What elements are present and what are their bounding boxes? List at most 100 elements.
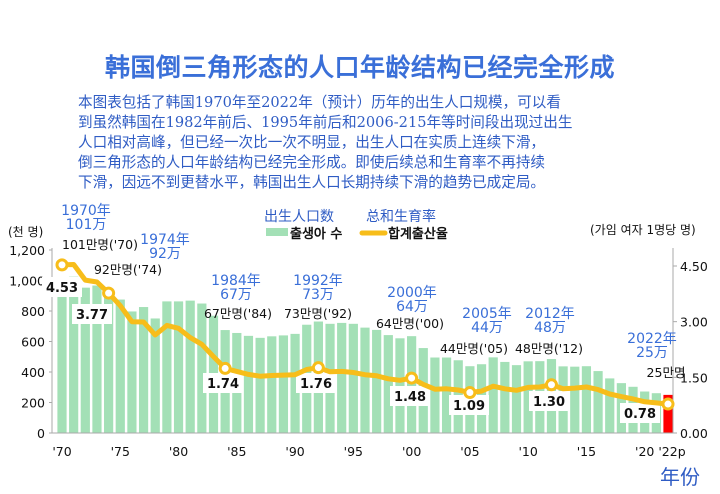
right-tick-label: 0.00 xyxy=(680,426,708,441)
bar xyxy=(523,361,533,433)
tfr-value-label: 4.53 xyxy=(46,281,78,296)
tfr-markers-group xyxy=(55,258,675,411)
tfr-label-box xyxy=(449,395,489,415)
tfr-marker xyxy=(544,378,558,392)
bar xyxy=(430,357,440,433)
right-tick-label: 3.00 xyxy=(680,315,708,330)
tfr-label-box xyxy=(620,403,660,423)
left-tick-label: 800 xyxy=(21,304,45,319)
tfr-line xyxy=(59,262,671,407)
bar xyxy=(348,323,358,433)
tfr-value-label: 1.76 xyxy=(300,377,332,392)
births-annotation-cn-value: 67万 xyxy=(220,287,252,303)
left-ticks-group: 0 200 400 600 800 1,000 1,200 xyxy=(9,243,52,441)
bar xyxy=(104,291,114,433)
bar xyxy=(162,301,172,433)
tfr-marker xyxy=(311,361,325,375)
bar xyxy=(57,279,67,433)
tfr-marker xyxy=(218,361,232,375)
births-annotation-cn-year: 1992年 xyxy=(293,273,343,289)
births-annotation-ko: 48만명('12) xyxy=(515,341,583,356)
births-annotation-ko: 92만명('74) xyxy=(94,262,162,277)
births-annotation-cn-value: 48万 xyxy=(534,320,566,336)
legend-bar-swatch xyxy=(266,228,288,236)
tfr-label-box xyxy=(72,304,112,324)
left-tick-label: 600 xyxy=(21,335,45,350)
tfr-value-label: 3.77 xyxy=(76,308,108,323)
bar xyxy=(581,366,592,433)
x-tick-label: '20 xyxy=(635,444,654,459)
x-ticks-group: '70 '75 '80 '85 '90 '95 '00 '05 '10 '15 '20 '22p xyxy=(52,444,685,459)
bar xyxy=(150,318,160,433)
births-annotation-ko: 73만명('92) xyxy=(284,306,352,321)
tfr-marker xyxy=(405,371,419,385)
bar xyxy=(372,329,382,433)
tfr-marker xyxy=(463,386,477,400)
births-annotation-ko: 25만명 xyxy=(647,365,686,380)
bar xyxy=(115,299,125,433)
tfr-marker xyxy=(55,258,69,272)
x-tick-label: '10 xyxy=(518,444,537,459)
x-tick-label: '75 xyxy=(111,444,130,459)
births-annotation-ko: 44만명('05) xyxy=(440,341,508,356)
births-annotation-cn-year: 2005年 xyxy=(462,306,512,322)
x-tick-label: '00 xyxy=(402,444,421,459)
legend-cn-births: 出生人口数 xyxy=(264,209,334,225)
description: 本图表包括了韩国1970年至2022年（预计）历年的出生人口规模，可以看 到虽然… xyxy=(78,93,658,193)
tfr-marker xyxy=(102,286,116,300)
bar xyxy=(383,335,393,433)
description-line: 人口相对高峰，但已经一次比一次不明显，出生人口在实质上连续下滑， xyxy=(78,134,546,151)
bar xyxy=(138,307,149,433)
legend-cn-tfr: 总和生育率 xyxy=(366,208,436,225)
births-annotation-cn-year: 1970年 xyxy=(61,203,111,219)
tfr-value-label: 1.48 xyxy=(394,390,426,405)
births-annotation-cn-value: 64万 xyxy=(396,299,428,315)
legend: 出生人口数 总和生育率 출생아 수 합계출산율 xyxy=(264,208,448,242)
births-annotation-cn-year: 2000年 xyxy=(387,285,437,301)
births-annotation-cn-year: 2012年 xyxy=(525,306,575,322)
births-annotation-ko: 64만명('00) xyxy=(376,316,444,331)
left-tick-label: 1,000 xyxy=(9,274,45,289)
bar xyxy=(441,357,452,433)
births-annotation-cn-value: 101万 xyxy=(66,217,107,233)
births-annotation-cn-year: 2022年 xyxy=(627,331,677,347)
tfr-label-box xyxy=(203,373,243,393)
births-annotation-cn-value: 73万 xyxy=(302,287,334,303)
births-annotation-cn-year: 1984年 xyxy=(211,273,261,289)
bar-highlight-2022 xyxy=(663,394,673,433)
bar xyxy=(290,333,300,433)
bar xyxy=(511,365,522,433)
bar xyxy=(488,357,498,433)
bar xyxy=(92,285,102,433)
x-tick-label: '22p xyxy=(658,444,685,459)
bar xyxy=(243,335,254,433)
left-axis-unit: (천 명) xyxy=(8,224,43,239)
births-annotation-cn-value: 25万 xyxy=(636,345,668,361)
bar xyxy=(255,337,265,433)
left-tick-label: 1,200 xyxy=(9,243,45,258)
bar xyxy=(278,335,289,433)
bar xyxy=(267,336,277,433)
right-axis-unit: (가임 여자 1명당 명) xyxy=(590,223,696,237)
bar xyxy=(360,327,370,433)
x-tick-label: '15 xyxy=(577,444,596,459)
tfr-label-box xyxy=(42,277,82,297)
births-annotation-ko: 101만명('70) xyxy=(62,237,138,252)
tfr-label-box xyxy=(390,386,430,406)
births-annotation-cn-value: 44万 xyxy=(471,320,503,336)
births-annotation-ko: 67만명('84) xyxy=(204,306,272,321)
x-tick-label: '95 xyxy=(344,444,363,459)
bar xyxy=(337,322,347,433)
tfr-label-box xyxy=(529,391,569,411)
right-tick-label: 4.50 xyxy=(680,259,708,274)
bar xyxy=(197,303,207,433)
tfr-value-label: 0.78 xyxy=(624,407,656,422)
tfr-value-label: 1.74 xyxy=(207,377,239,392)
left-tick-label: 400 xyxy=(21,365,45,380)
x-tick-label: '05 xyxy=(460,444,479,459)
description-line: 到虽然韩国在1982年前后、1995年前后和2006-215年等时间段出现过出生 xyxy=(78,114,573,131)
description-line: 下滑，因远不到更替水平，韩国出生人口长期持续下滑的趋势已成定局。 xyxy=(78,174,546,191)
x-tick-label: '90 xyxy=(285,444,304,459)
left-tick-label: 0 xyxy=(37,426,45,441)
